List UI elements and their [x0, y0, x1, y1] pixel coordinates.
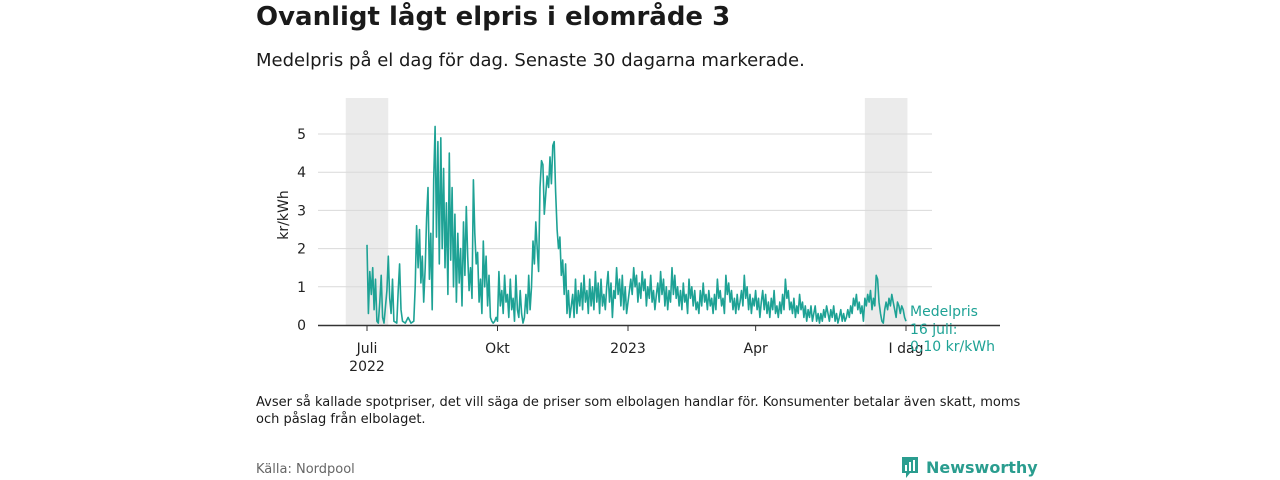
gridlines: [318, 133, 932, 288]
x-tick-label-5: I dag: [889, 341, 924, 357]
x-tick-label-1: Juli: [356, 341, 378, 357]
page-title: Ovanligt lågt elpris i elområde 3: [256, 2, 731, 32]
annotation-line-2: 16 juli:: [910, 322, 958, 338]
x-axis-ticks: Juli 2022 Okt 2023 Apr I dag: [349, 325, 923, 375]
y-tick-label-3: 3: [297, 203, 306, 219]
y-axis-ticks: 0 1 2 3 4 5: [297, 127, 306, 334]
page-subtitle: Medelpris på el dag för dag. Senaste 30 …: [256, 50, 805, 71]
newsworthy-logo-icon: [902, 457, 918, 478]
price-line-chart: 0 1 2 3 4 5 Juli 2022 Okt 2023 Apr I dag kr/kWh Me…: [276, 98, 1000, 375]
y-tick-label-4: 4: [297, 165, 306, 181]
y-tick-label-1: 1: [297, 280, 306, 296]
source-credit: Källa: Nordpool: [256, 462, 355, 477]
x-tick-sublabel-1: 2022: [349, 359, 385, 375]
latest-value-annotation: Medelpris 16 juli: 0,10 kr/kWh: [910, 304, 995, 355]
annotation-line-3: 0,10 kr/kWh: [910, 339, 995, 355]
brand-name: Newsworthy: [926, 457, 1038, 477]
brand-logo: Newsworthy: [900, 455, 1038, 479]
x-tick-label-2: Okt: [485, 341, 510, 357]
y-tick-label-5: 5: [297, 127, 306, 143]
highlight-bands: [345, 98, 908, 325]
y-tick-label-0: 0: [297, 318, 306, 334]
x-tick-label-4: Apr: [744, 341, 768, 357]
series-line-medelpris: [366, 125, 907, 324]
footnote: Avser så kallade spotpriser, det vill sä…: [256, 395, 1021, 427]
y-axis-label: kr/kWh: [276, 190, 292, 239]
annotation-line-1: Medelpris: [910, 304, 978, 320]
y-tick-label-2: 2: [297, 242, 306, 258]
x-tick-label-3: 2023: [610, 341, 646, 357]
